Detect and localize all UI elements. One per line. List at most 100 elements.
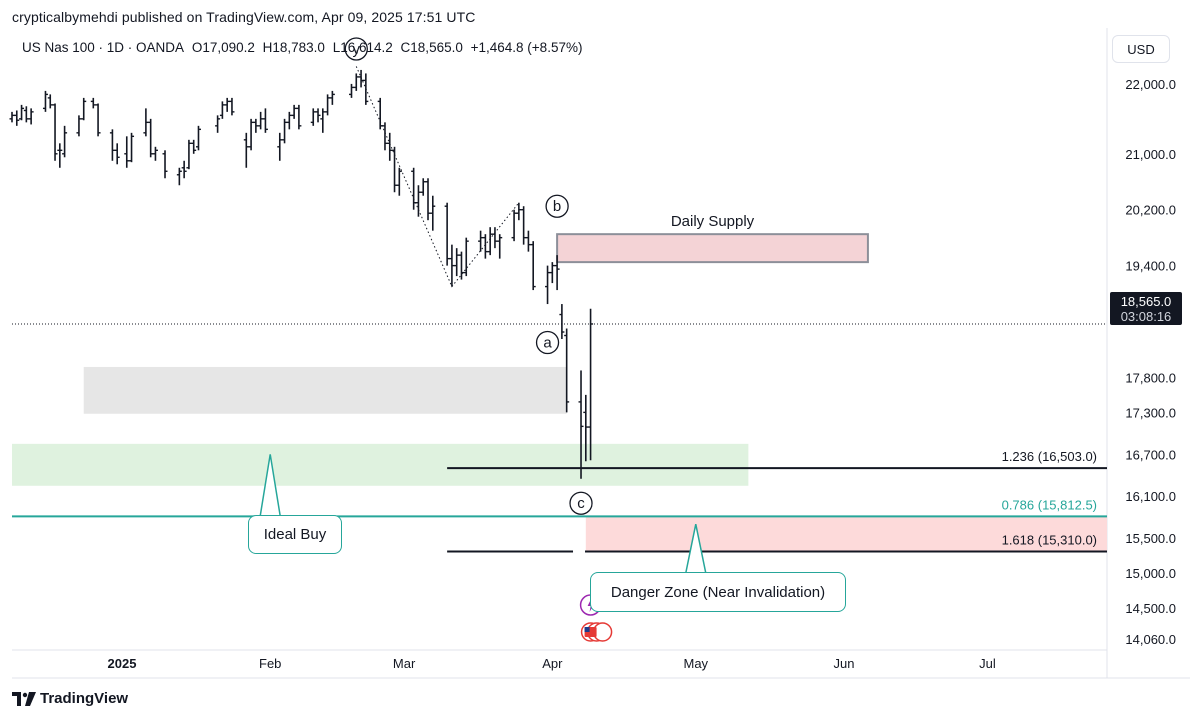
candle xyxy=(191,139,197,154)
zone-supply xyxy=(556,233,869,264)
candle xyxy=(449,244,455,287)
zone-ideal-buy xyxy=(12,443,749,486)
low-value: L16,614.2 xyxy=(332,40,393,55)
candle xyxy=(377,97,383,130)
candle xyxy=(57,143,63,168)
open-value: O17,090.2 xyxy=(191,40,255,55)
candle xyxy=(588,308,594,461)
change-value: +1,464.8 (+8.57%) xyxy=(470,40,583,55)
wave-label-b: b xyxy=(553,198,561,215)
bar-countdown: 03:08:16 xyxy=(1120,309,1172,324)
candle xyxy=(363,73,369,105)
candle xyxy=(9,111,15,123)
candle xyxy=(530,241,536,291)
candle xyxy=(420,178,426,196)
candle xyxy=(511,209,517,242)
candle xyxy=(47,94,53,109)
candle xyxy=(478,230,484,252)
symbol-name[interactable]: US Nas 100 · 1D · OANDA xyxy=(22,40,185,55)
candle xyxy=(430,195,436,231)
wave-label-circle xyxy=(535,330,560,355)
candle xyxy=(52,103,58,161)
fib-label-1.618: 1.618 (15,310.0) xyxy=(1002,532,1097,547)
wave-label-c: c xyxy=(577,495,585,512)
candle xyxy=(425,178,431,221)
wave-label-circle xyxy=(545,194,569,218)
candle xyxy=(559,304,565,339)
candle xyxy=(516,202,522,221)
candle xyxy=(310,108,316,126)
x-tick-label: Apr xyxy=(542,656,563,671)
candle xyxy=(487,227,493,256)
candle xyxy=(81,97,87,121)
candle xyxy=(286,111,292,130)
candle xyxy=(258,111,264,130)
candle xyxy=(329,90,335,105)
candle xyxy=(224,97,230,112)
candle xyxy=(148,118,154,158)
wave-label-circle xyxy=(569,491,593,515)
y-tick-label: 20,200.0 xyxy=(1125,203,1176,218)
candle xyxy=(186,139,192,170)
danger-zone-text: Danger Zone (Near Invalidation) xyxy=(610,583,826,601)
candle xyxy=(253,118,259,133)
currency-button[interactable]: USD xyxy=(1112,35,1170,63)
candle xyxy=(315,108,321,123)
y-tick-label: 14,060.0 xyxy=(1125,632,1176,647)
candle xyxy=(114,143,120,165)
x-tick-label: Jul xyxy=(979,656,996,671)
candle xyxy=(219,101,225,119)
candle xyxy=(95,103,101,137)
candle xyxy=(525,230,531,252)
candle xyxy=(454,248,460,277)
candle xyxy=(291,104,297,119)
x-tick-label: Feb xyxy=(259,656,281,671)
candle xyxy=(181,160,187,179)
y-tick-label: 16,100.0 xyxy=(1125,489,1176,504)
candle xyxy=(392,146,398,193)
candle xyxy=(28,108,34,125)
candle xyxy=(497,234,503,259)
candle xyxy=(277,132,283,161)
candle xyxy=(129,132,135,163)
tradingview-logo-text: TradingView xyxy=(40,690,129,707)
candle xyxy=(152,146,158,161)
candle xyxy=(353,73,359,91)
candle xyxy=(382,122,388,151)
candle xyxy=(262,108,268,133)
x-tick-label: Jun xyxy=(834,656,855,671)
candle xyxy=(90,97,96,109)
candle xyxy=(583,394,589,462)
candle xyxy=(109,129,115,161)
candle xyxy=(325,94,331,116)
x-tick-label: May xyxy=(683,656,708,671)
fib-label-0.786: 0.786 (15,812.5) xyxy=(1002,497,1097,512)
ideal-buy-callout: Ideal Buy xyxy=(248,515,342,554)
y-tick-label: 16,700.0 xyxy=(1125,447,1176,462)
candle xyxy=(243,132,249,168)
candle xyxy=(162,150,168,179)
y-tick-label: 14,500.0 xyxy=(1125,601,1176,616)
last-price-value: 18,565.0 xyxy=(1120,294,1172,309)
candle xyxy=(14,110,20,126)
candle xyxy=(76,115,82,137)
candle xyxy=(482,234,488,259)
tradingview-logo[interactable]: TradingView xyxy=(12,690,128,707)
x-tick-label: 2025 xyxy=(108,656,137,671)
last-price-tag: 18,565.0 03:08:16 xyxy=(1110,292,1182,325)
candle xyxy=(521,206,527,245)
candle xyxy=(62,125,68,158)
candle xyxy=(415,185,421,217)
candle xyxy=(411,167,417,210)
y-tick-label: 22,000.0 xyxy=(1125,77,1176,92)
y-tick-label: 17,800.0 xyxy=(1125,370,1176,385)
wave-label-circle xyxy=(344,37,368,61)
close-value: C18,565.0 xyxy=(400,40,463,55)
candle xyxy=(348,83,354,98)
y-tick-label: 21,000.0 xyxy=(1125,147,1176,162)
candle xyxy=(176,167,182,186)
candle xyxy=(282,118,288,144)
x-tick-label: Mar xyxy=(393,656,416,671)
fib-label-1.236: 1.236 (16,503.0) xyxy=(1002,449,1097,464)
